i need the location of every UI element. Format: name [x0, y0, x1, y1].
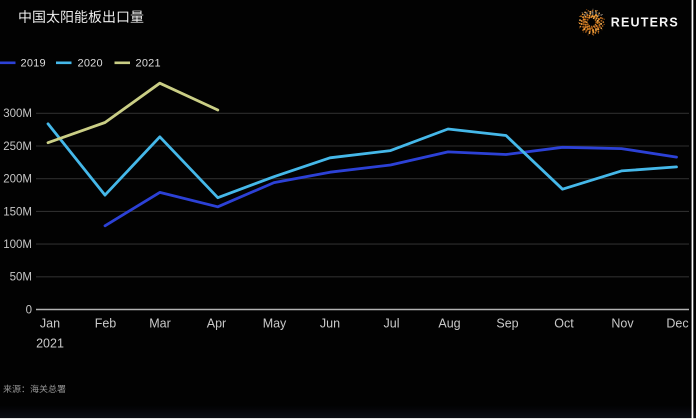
svg-text:2021: 2021 — [136, 58, 161, 70]
svg-text:Jun: Jun — [320, 317, 340, 331]
svg-text:50M: 50M — [10, 272, 32, 284]
svg-text:Mar: Mar — [149, 317, 171, 331]
svg-text:Feb: Feb — [95, 317, 117, 331]
svg-text:2021: 2021 — [36, 337, 64, 351]
svg-text:May: May — [263, 317, 287, 331]
svg-text:2019: 2019 — [21, 58, 46, 70]
svg-text:REUTERS: REUTERS — [611, 15, 679, 29]
svg-text:Nov: Nov — [611, 317, 634, 331]
svg-text:Jul: Jul — [384, 317, 400, 331]
svg-text:250M: 250M — [3, 141, 32, 153]
svg-text:Oct: Oct — [554, 317, 574, 331]
svg-text:300M: 300M — [3, 108, 32, 120]
svg-text:100M: 100M — [3, 239, 32, 251]
svg-text:Jan: Jan — [40, 317, 60, 331]
svg-text:0: 0 — [26, 304, 32, 316]
svg-text:Aug: Aug — [438, 317, 460, 331]
svg-text:Sep: Sep — [496, 317, 518, 331]
svg-text:150M: 150M — [3, 206, 32, 218]
svg-text:Apr: Apr — [207, 317, 226, 331]
svg-text:2020: 2020 — [78, 58, 103, 70]
svg-text:200M: 200M — [3, 174, 32, 186]
svg-text:Dec: Dec — [666, 317, 688, 331]
